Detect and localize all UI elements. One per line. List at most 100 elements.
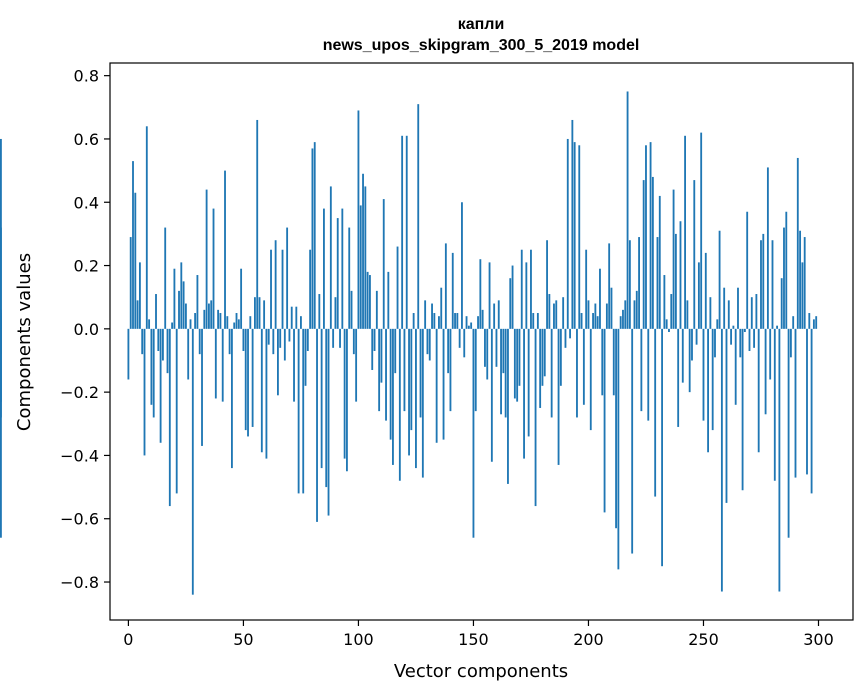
bar-component-155	[484, 328, 486, 367]
bar-component-241	[681, 328, 684, 383]
bar-component-153	[479, 259, 482, 329]
bar-component-182	[546, 240, 548, 329]
bar-component-275	[760, 240, 762, 329]
bar-component-114	[389, 328, 392, 440]
bar-component-9	[148, 319, 151, 329]
bar-component-125	[415, 328, 417, 469]
bar-component-226	[647, 328, 650, 421]
bar-component-49	[240, 268, 243, 329]
bar-component-129	[424, 300, 427, 329]
bar-component-279	[769, 328, 772, 380]
bar-component-64	[274, 240, 277, 329]
plot-background	[110, 63, 853, 620]
bar-component-1	[129, 237, 132, 329]
bar-component-145	[461, 202, 463, 329]
bar-component-206	[601, 328, 604, 396]
x-tick-label: 0	[123, 630, 133, 649]
bar-component-243	[686, 300, 689, 329]
bar-component-13	[157, 328, 160, 351]
bar-component-176	[532, 313, 535, 329]
bar-component-65	[277, 328, 279, 396]
bar-component-24	[182, 281, 185, 329]
bar-component-282	[776, 325, 779, 329]
bar-component-128	[421, 328, 424, 478]
bar-component-73	[295, 306, 298, 329]
bar-component-273	[755, 294, 758, 329]
bar-component-207	[603, 328, 606, 513]
bar-component-192	[569, 328, 571, 339]
bar-component-76	[302, 328, 305, 494]
bar-component-38	[214, 328, 217, 399]
y-tick-label: 0.2	[74, 257, 99, 276]
bar-component-55	[253, 297, 256, 329]
bar-component-265	[737, 287, 739, 329]
bar-component-159	[493, 303, 496, 329]
bar-component-69	[286, 227, 289, 329]
bar-component-41	[221, 328, 224, 402]
bar-component-202	[592, 313, 594, 329]
bar-component-249	[700, 132, 703, 329]
bar-component-162	[500, 328, 502, 415]
bar-component-203	[594, 303, 597, 329]
chart-subtitle: news_upos_skipgram_300_5_2019 model	[323, 37, 640, 54]
bar-component-175	[530, 249, 532, 329]
bar-component-215	[622, 309, 624, 329]
bar-component-260	[725, 328, 728, 503]
bar-component-119	[401, 135, 404, 329]
bar-component-291	[796, 157, 799, 329]
bar-component-208	[605, 303, 608, 329]
bar-component-222	[638, 237, 640, 329]
bar-component-57	[258, 297, 261, 329]
bar-component-168	[513, 328, 516, 399]
bar-component-213	[617, 328, 620, 570]
bar-component-31	[198, 328, 201, 355]
bar-component-71	[290, 306, 293, 329]
bar-component-135	[438, 316, 440, 329]
bar-component-281	[773, 328, 776, 481]
bar-component-37	[212, 208, 215, 329]
bar-component-80	[311, 148, 314, 329]
bar-component-102	[362, 173, 364, 329]
bar-component-214	[619, 316, 622, 329]
x-tick-label: 150	[458, 630, 489, 649]
bar-component-75	[300, 316, 302, 329]
bar-component-219	[631, 328, 634, 554]
bar-component-198	[582, 328, 585, 405]
bar-component-237	[672, 189, 675, 329]
bar-component-142	[454, 313, 456, 329]
bar-component-285	[783, 227, 785, 329]
bar-component-105	[369, 275, 371, 329]
bar-component-245	[691, 328, 693, 361]
y-tick-label: 0.6	[74, 130, 99, 149]
bar-component-50	[242, 328, 245, 351]
bar-component-126	[417, 104, 420, 329]
bar-component-228	[651, 176, 654, 329]
bar-component-111	[382, 199, 385, 329]
bar-component-293	[801, 262, 804, 329]
bar-component-48	[237, 319, 240, 329]
y-axis: 0.8 0.6 0.4 0.2 0.0 −0.2 −0.4 −0.6 −0.8	[60, 67, 110, 592]
bar-component-263	[732, 325, 735, 329]
bar-component-152	[477, 316, 479, 329]
bar-component-110	[380, 328, 383, 383]
bar-component-150	[472, 328, 475, 538]
bar-component-63	[272, 328, 275, 355]
y-axis-label: Components values	[14, 253, 35, 431]
bar-component-224	[642, 180, 645, 329]
bar-component-107	[373, 328, 376, 351]
bar-component-136	[440, 287, 443, 329]
bar-component-46	[233, 322, 236, 329]
bar-component-20	[173, 268, 176, 329]
bar-component-235	[668, 328, 670, 333]
bar-component-174	[527, 328, 530, 437]
bar-component-60	[265, 328, 268, 459]
bar-component-218	[628, 240, 631, 329]
bar-component-211	[612, 328, 615, 396]
bar-component-212	[615, 328, 617, 529]
bar-component-30	[196, 275, 199, 329]
x-axis-label: Vector components	[394, 661, 568, 682]
bar-component-18	[168, 328, 171, 507]
x-tick-label: 100	[343, 630, 374, 649]
bar-component-154	[481, 309, 484, 329]
bar-component-undefined	[0, 328, 2, 402]
